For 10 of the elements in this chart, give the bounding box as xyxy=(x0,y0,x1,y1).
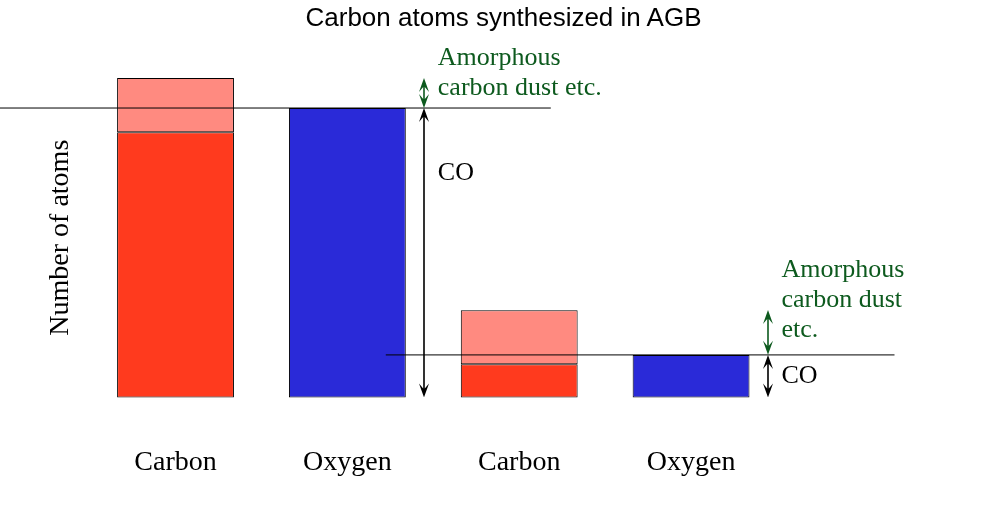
text: Amorphous carbon dust etc. xyxy=(781,254,905,344)
x-tick-label: Oxygen xyxy=(646,444,736,476)
annotation: CO xyxy=(437,156,474,186)
annotation: Amorphous carbon dust etc. xyxy=(437,41,602,101)
x-tick-label: Carbon xyxy=(478,444,561,476)
x-tick-label: Oxygen xyxy=(303,444,392,476)
text: CO xyxy=(781,359,818,389)
y-axis-title: Number of atoms xyxy=(43,139,75,336)
x-tick-label: Carbon xyxy=(134,444,217,476)
chart-title: Carbon atoms synthesized in AGB xyxy=(304,2,703,33)
